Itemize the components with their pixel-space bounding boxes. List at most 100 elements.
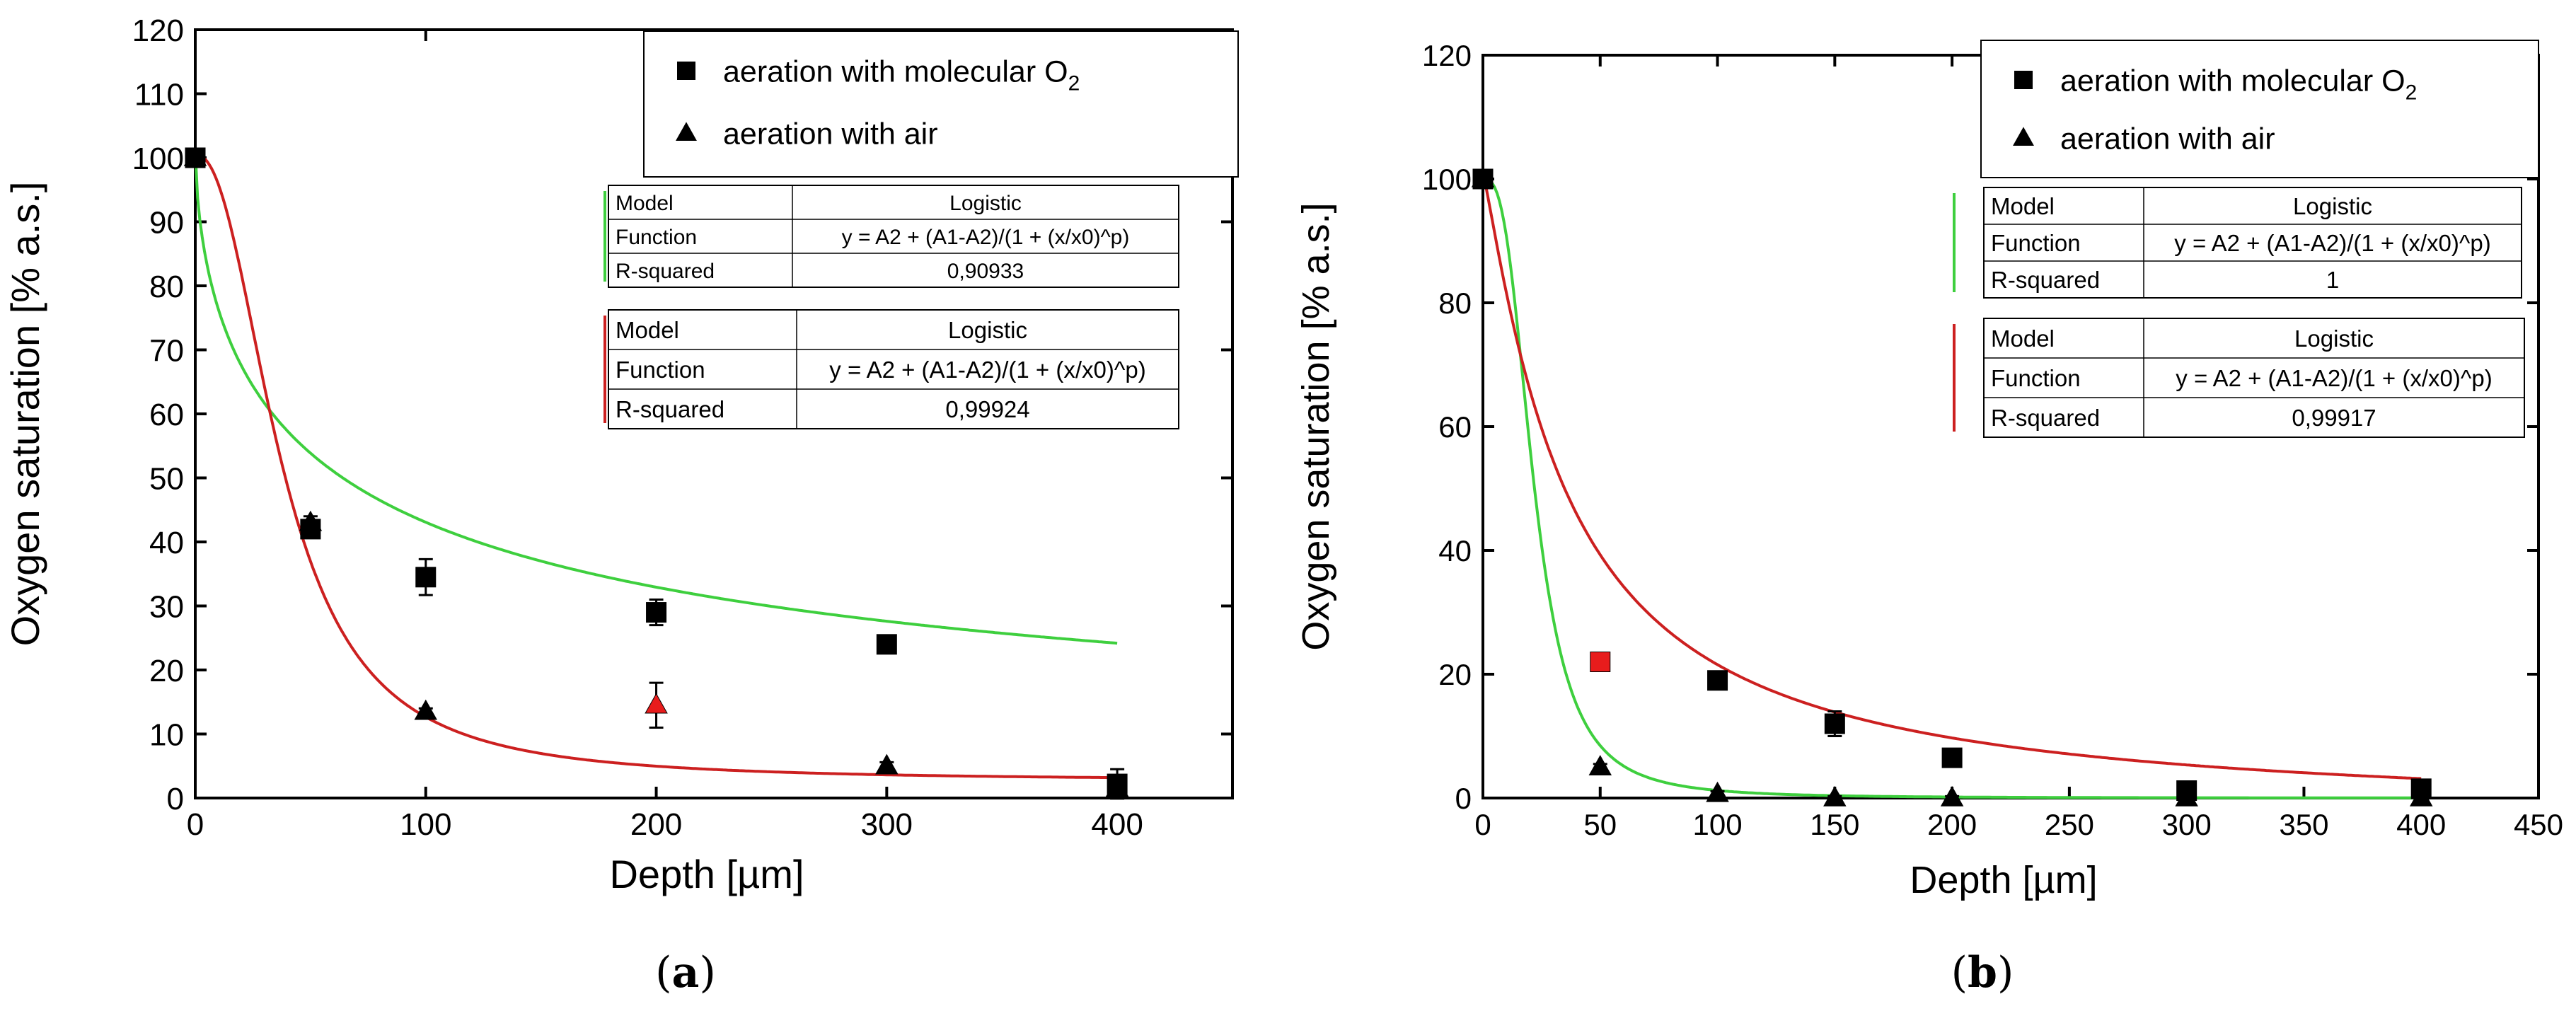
data-point-triangle [1105, 776, 1129, 797]
legend-label: aeration with molecular O2 [723, 54, 1080, 95]
fit-table: Model Logistic Function y = A2 + (A1-A2)/(1… [603, 309, 1179, 429]
y-tick-label: 80 [149, 270, 184, 304]
table-cell-value: 0,99924 [945, 396, 1029, 422]
table-cell-value: 0,90933 [947, 260, 1024, 283]
legend-label: aeration with molecular O2 [2060, 64, 2417, 104]
y-axis-label: Oxygen saturation [% a.s.] [3, 182, 47, 647]
x-tick-label: 200 [630, 807, 682, 842]
table-cell-key: R-squared [1991, 405, 2100, 431]
table-cell-key: Function [616, 226, 697, 249]
y-tick-label: 0 [1455, 782, 1472, 815]
y-tick-label: 10 [149, 717, 184, 752]
y-tick-label: 60 [149, 398, 184, 432]
y-tick-label: 120 [1422, 39, 1472, 72]
x-tick-label: 0 [1474, 808, 1491, 841]
legend-label: aeration with air [2060, 122, 2275, 156]
table-cell-key: R-squared [616, 396, 724, 422]
data-point-triangle [1706, 781, 1729, 802]
y-tick-label: 50 [149, 461, 184, 496]
data-point-triangle [299, 510, 323, 531]
data-point-triangle [875, 753, 899, 775]
data-point-triangle [1823, 785, 1847, 807]
x-axis-label: Depth [µm] [609, 852, 804, 896]
x-tick-label: 450 [2514, 808, 2563, 841]
y-tick-label: 90 [149, 205, 184, 240]
table-border [1983, 187, 2522, 299]
data-point-square [876, 634, 897, 655]
x-tick-label: 400 [1091, 807, 1143, 842]
table-border [608, 185, 1179, 288]
data-point-square [1824, 713, 1845, 734]
table-cell-key: R-squared [616, 260, 715, 283]
table-cell-value: y = A2 + (A1-A2)/(1 + (x/x0)^p) [829, 357, 1145, 383]
data-point-square [646, 602, 667, 623]
x-tick-label: 100 [400, 807, 451, 842]
table-cell-value: y = A2 + (A1-A2)/(1 + (x/x0)^p) [2174, 230, 2490, 256]
data-point-triangle [2175, 785, 2198, 807]
table-cell-key: Model [616, 192, 674, 215]
fit-curve [1482, 172, 2422, 780]
data-point-triangle [183, 145, 207, 166]
legend-marker-triangle [676, 122, 697, 141]
x-tick-label: 150 [1810, 808, 1859, 841]
legend: aeration with molecular O2 aeration with … [1980, 40, 2539, 178]
fit-curve [195, 153, 1118, 780]
table-cell-key: Model [1991, 325, 2055, 352]
legend: aeration with molecular O2 aeration with … [643, 30, 1239, 178]
y-tick-label: 20 [1438, 658, 1472, 691]
data-point-square [1707, 670, 1728, 691]
table-border [608, 309, 1179, 429]
x-tick-label: 200 [1927, 808, 1977, 841]
chart-panel-b: 0 20 40 60 80 100 120 0 50 100 150 200 250 300 350 400 4… [1295, 39, 2563, 998]
y-tick-label: 40 [1438, 534, 1472, 567]
table-cell-key: Model [1991, 193, 2055, 219]
x-tick-label: 350 [2279, 808, 2328, 841]
panel-label: (b) [1951, 948, 2014, 998]
table-cell-value: 1 [2326, 267, 2339, 293]
data-point-triangle [1588, 755, 1612, 775]
x-tick-label: 300 [2162, 808, 2212, 841]
y-tick-label: 0 [167, 782, 184, 816]
table-cell-value: y = A2 + (A1-A2)/(1 + (x/x0)^p) [2176, 365, 2492, 391]
data-point-square [415, 567, 437, 588]
table-border [1983, 318, 2525, 438]
legend-marker-square [677, 62, 695, 80]
x-tick-label: 250 [2045, 808, 2094, 841]
table-cell-value: Logistic [2293, 193, 2372, 219]
legend-marker-triangle [2013, 127, 2034, 146]
table-cell-key: Function [1991, 230, 2081, 256]
table-cell-key: Function [616, 357, 705, 383]
legend-box [1980, 40, 2539, 178]
table-cell-value: y = A2 + (A1-A2)/(1 + (x/x0)^p) [842, 226, 1130, 249]
x-tick-label: 50 [1583, 808, 1617, 841]
y-tick-label: 70 [149, 333, 184, 368]
fit-table: Model Logistic Function y = A2 + (A1-A2)/(1… [603, 185, 1179, 288]
table-cell-key: Function [1991, 365, 2081, 391]
panel-label: (a) [655, 948, 716, 998]
legend-marker-square [2014, 71, 2033, 89]
y-tick-label: 80 [1438, 287, 1472, 320]
data-point-square [1941, 747, 1963, 768]
table-cell-value: Logistic [2294, 325, 2374, 352]
y-tick-label: 60 [1438, 410, 1472, 444]
legend-box [643, 30, 1239, 178]
legend-label: aeration with air [723, 117, 938, 151]
y-tick-label: 100 [132, 141, 184, 176]
table-cell-value: 0,99917 [2292, 405, 2376, 431]
y-tick-label: 30 [149, 589, 184, 624]
data-point-triangle [1940, 785, 1964, 807]
table-cell-key: R-squared [1991, 267, 2100, 293]
x-axis-label: Depth [µm] [1910, 859, 2097, 901]
table-cell-value: Logistic [948, 317, 1027, 343]
data-point-triangle [2409, 785, 2433, 807]
fit-curve [194, 151, 1118, 645]
x-tick-label: 0 [187, 807, 204, 842]
chart-panel-a: 0 10 20 30 40 50 60 70 80 90 100 110 120 0 100 200 300 40… [3, 13, 1239, 998]
x-tick-label: 400 [2396, 808, 2446, 841]
y-tick-label: 20 [149, 654, 184, 688]
y-tick-label: 120 [132, 13, 184, 48]
y-tick-label: 100 [1422, 163, 1472, 196]
y-tick-label: 40 [149, 526, 184, 560]
x-tick-label: 100 [1693, 808, 1743, 841]
